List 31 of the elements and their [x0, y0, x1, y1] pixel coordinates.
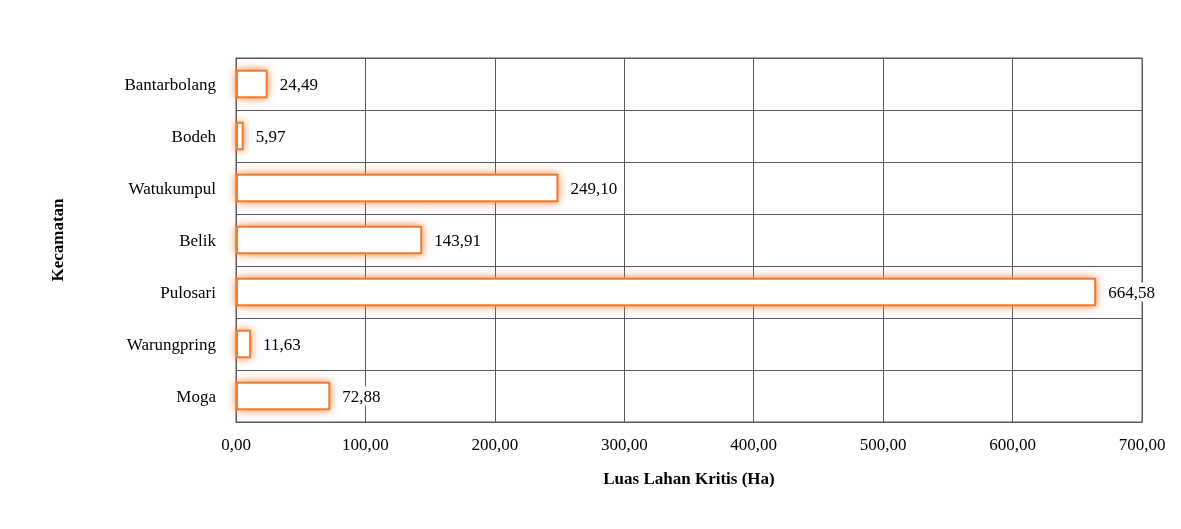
data-label: 24,49	[279, 74, 318, 94]
x-tick-label: 300,00	[600, 435, 648, 454]
x-tick-label: 500,00	[859, 435, 907, 454]
bar	[236, 381, 331, 411]
y-tick-label: Pulosari	[160, 282, 217, 302]
y-tick-label: Warungpring	[126, 334, 217, 354]
bar	[236, 225, 423, 255]
bar	[236, 173, 559, 203]
x-tick-label: 600,00	[989, 435, 1036, 454]
y-tick-label: Watukumpul	[128, 178, 217, 198]
x-tick-label: 400,00	[730, 435, 778, 454]
x-tick-label: 0,00	[221, 435, 251, 454]
x-tick-label: 700,00	[1118, 435, 1166, 454]
data-label: 11,63	[263, 334, 301, 354]
y-tick-label: Bantarbolang	[124, 74, 217, 94]
data-label: 249,10	[570, 178, 618, 198]
y-tick-label: Bodeh	[171, 126, 217, 146]
data-label: 72,88	[342, 386, 381, 406]
y-tick-label: Belik	[179, 230, 217, 250]
bar	[236, 121, 244, 151]
y-axis-title: Kecamatan	[48, 197, 67, 282]
x-tick-label: 100,00	[342, 435, 389, 454]
bar	[236, 69, 268, 99]
x-tick-label: 200,00	[471, 435, 519, 454]
bar	[236, 329, 252, 359]
data-label: 664,58	[1108, 282, 1155, 302]
data-label: 5,97	[255, 126, 286, 146]
x-axis-title: Luas Lahan Kritis (Ha)	[603, 469, 775, 488]
data-label: 143,91	[434, 230, 482, 250]
bar	[236, 277, 1097, 307]
y-tick-label: Moga	[176, 386, 217, 406]
